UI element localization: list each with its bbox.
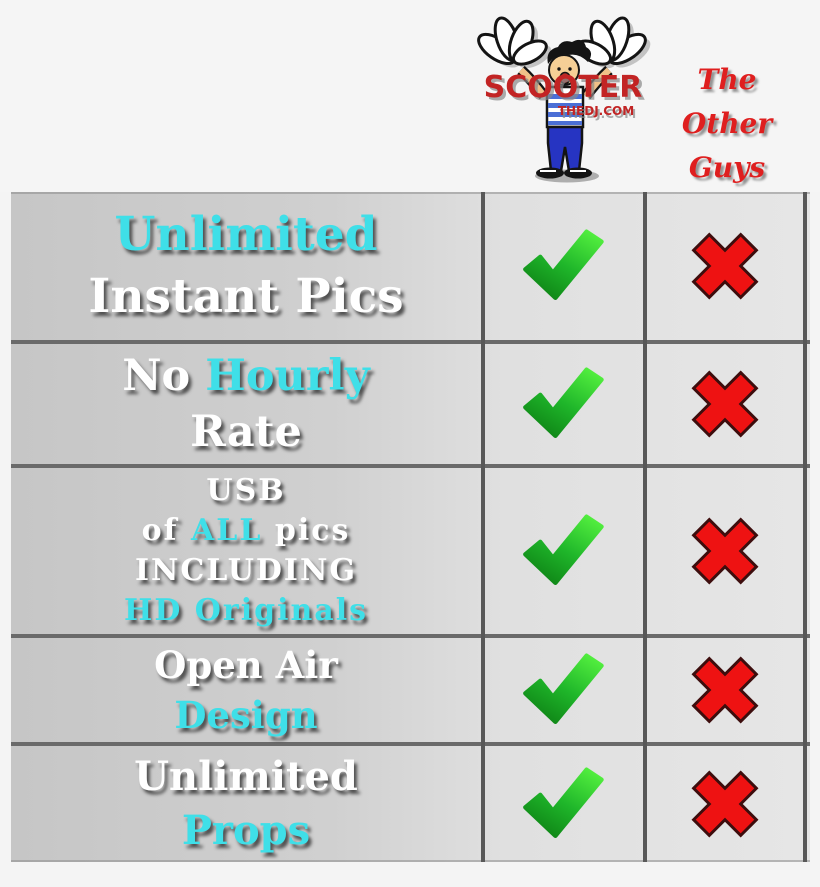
cross-icon: [691, 232, 759, 300]
other-guys-line: The: [697, 63, 757, 96]
feature-line: Instant Pics: [88, 266, 403, 328]
brand-text: SCOOTER: [484, 70, 643, 105]
feature-text: No: [122, 351, 206, 401]
scooterthedj-logo: SCOOTER SCOOTER THEDJ.COM THEDJ.COM: [468, 8, 658, 190]
table-row: Unlimited Instant Pics: [11, 192, 810, 340]
other-guys-heading: The Other Guys: [652, 58, 802, 190]
feature-line: Open Air: [154, 640, 338, 690]
feature-line: Unlimited: [115, 204, 378, 266]
column-divider: [481, 192, 485, 862]
cross-icon: [691, 517, 759, 585]
check-icon: [523, 367, 604, 439]
feature-text: Unlimited: [114, 207, 378, 262]
comparison-table-rows: Unlimited Instant Pics No Hourly Rate USB o…: [11, 192, 810, 862]
feature-text: HD Originals: [123, 593, 369, 628]
check-icon: [523, 767, 604, 839]
column-divider: [643, 192, 647, 862]
feature-text: of: [141, 513, 191, 548]
feature-text: Unlimited: [134, 753, 358, 800]
dj-character-illustration: SCOOTER SCOOTER THEDJ.COM THEDJ.COM: [477, 16, 651, 183]
table-row: No Hourly Rate: [11, 340, 810, 464]
feature-text: Design: [174, 693, 318, 737]
other-guys-cell: [645, 192, 805, 340]
feature-line: of ALL pics: [142, 511, 351, 551]
feature-text: Props: [181, 807, 311, 854]
scooter-cell: [481, 638, 645, 742]
feature-cell: Unlimited Props: [11, 746, 481, 862]
other-guys-cell: [645, 344, 805, 464]
column-divider: [803, 192, 807, 862]
other-guys-cell: [645, 746, 805, 862]
other-guys-line: Guys: [688, 151, 766, 184]
feature-cell: Open Air Design: [11, 638, 481, 742]
feature-cell: No Hourly Rate: [11, 344, 481, 464]
other-guys-cell: [645, 638, 805, 742]
feature-cell: Unlimited Instant Pics: [11, 192, 481, 340]
feature-line: USB: [206, 471, 285, 511]
check-icon: [523, 229, 604, 301]
feature-text: Instant Pics: [88, 269, 404, 324]
feature-text: Hourly: [205, 351, 370, 401]
feature-line: No Hourly: [122, 348, 370, 404]
header: SCOOTER SCOOTER THEDJ.COM THEDJ.COM The …: [0, 0, 820, 192]
feature-line: Unlimited: [134, 750, 358, 804]
table-row: Open Air Design: [11, 634, 810, 742]
feature-text: ALL: [190, 513, 263, 548]
feature-text: INCLUDING: [134, 553, 358, 588]
brand-subtext-shadow: THEDJ.COM: [560, 107, 636, 121]
comparison-table: Unlimited Instant Pics No Hourly Rate USB o…: [11, 192, 810, 862]
feature-text: Open Air: [154, 643, 338, 687]
other-guys-cell: [645, 468, 805, 634]
cross-icon: [691, 370, 759, 438]
feature-line: Props: [182, 804, 310, 858]
scooter-cell: [481, 746, 645, 862]
feature-text: USB: [206, 473, 286, 508]
table-row: USB of ALL pics INCLUDING HD Originals: [11, 464, 810, 634]
scooter-cell: [481, 468, 645, 634]
feature-text: Rate: [190, 407, 302, 457]
feature-line: INCLUDING: [135, 551, 357, 591]
scooter-cell: [481, 192, 645, 340]
cross-icon: [691, 770, 759, 838]
other-guys-line: Other: [681, 107, 773, 140]
scooter-cell: [481, 344, 645, 464]
brand-text-shadow: SCOOTER: [487, 73, 646, 108]
check-icon: [523, 514, 604, 586]
brand-subtext: THEDJ.COM: [558, 104, 634, 118]
feature-cell: USB of ALL pics INCLUDING HD Originals: [11, 468, 481, 634]
check-icon: [523, 653, 604, 725]
cross-icon: [691, 656, 759, 724]
table-row: Unlimited Props: [11, 742, 810, 862]
feature-line: Design: [174, 690, 317, 740]
feature-text: pics: [262, 513, 351, 548]
feature-line: HD Originals: [124, 591, 368, 631]
feature-line: Rate: [190, 404, 302, 460]
